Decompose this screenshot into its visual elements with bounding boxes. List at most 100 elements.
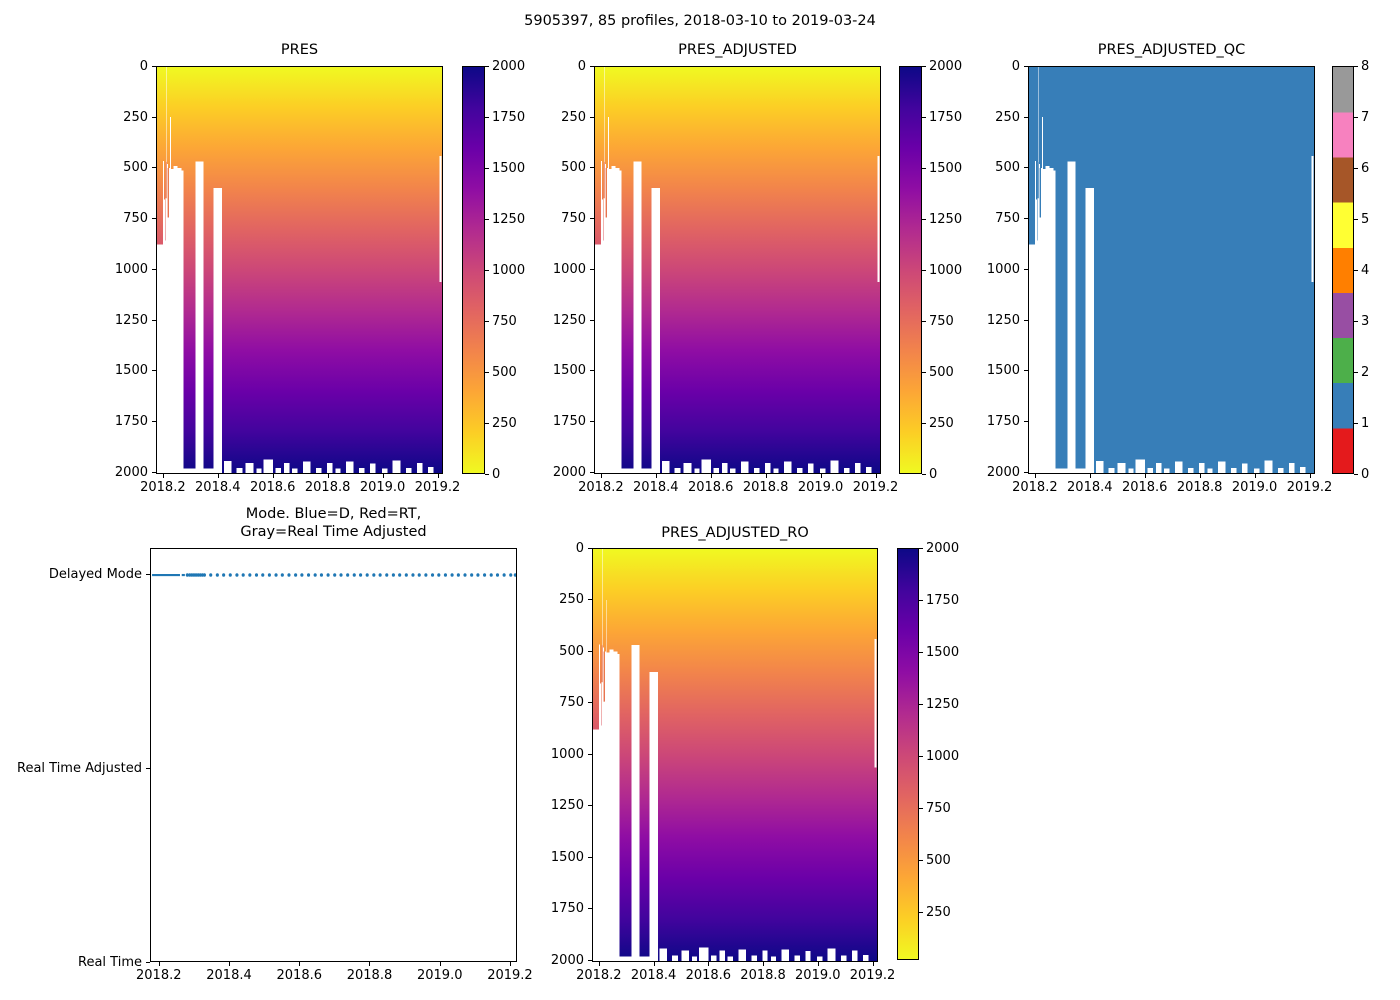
pres-adjusted-cb-tick-label: 2000 bbox=[929, 59, 963, 74]
gap-bottom-notch bbox=[370, 463, 376, 473]
mode-x-tick bbox=[510, 962, 511, 966]
gap-bottom-notch bbox=[817, 956, 823, 961]
mode-dot bbox=[437, 573, 441, 577]
pres-adjusted-ro-x-tick-label: 2018.4 bbox=[630, 968, 677, 983]
pres-adjusted-y-tick bbox=[590, 421, 594, 422]
pres-cb-tick-label: 1750 bbox=[492, 110, 526, 125]
gap-right-sliver bbox=[439, 155, 442, 283]
pres-adjusted-qc-y-tick bbox=[1024, 320, 1028, 321]
pres-adjusted-cb-tick bbox=[922, 168, 926, 169]
pres-adjusted-qc-cb-tick-label: 5 bbox=[1361, 212, 1370, 227]
gap-bottom-notch bbox=[692, 956, 698, 961]
pres-adjusted-qc-cb-tick bbox=[1354, 372, 1358, 373]
pres-y-tick bbox=[152, 218, 156, 219]
pres-adjusted-x-tick-label: 2019.2 bbox=[852, 480, 899, 495]
mode-dot bbox=[378, 573, 382, 577]
pres-y-tick-label: 2000 bbox=[114, 464, 148, 480]
pres-cb-tick-label: 2000 bbox=[492, 59, 526, 74]
pres-y-tick bbox=[152, 117, 156, 118]
gap-bottom-notch bbox=[730, 468, 736, 473]
pres-adjusted-qc-cb-tick bbox=[1354, 321, 1358, 322]
mode-dot bbox=[319, 573, 324, 577]
pres-x-tick bbox=[328, 474, 329, 478]
pres-x-tick bbox=[383, 474, 384, 478]
gap-bottom-notch bbox=[1117, 462, 1126, 473]
pres-adjusted-x-tick-label: 2018.4 bbox=[633, 480, 679, 495]
mode-dot bbox=[294, 573, 298, 577]
gap-bottom-notch bbox=[1231, 467, 1237, 473]
gap-bottom-notch bbox=[727, 956, 733, 961]
pres-y-tick bbox=[152, 320, 156, 321]
pres-adjusted-ro-cb-tick bbox=[919, 860, 923, 861]
gap-shallow-column bbox=[633, 161, 642, 473]
mode-dot bbox=[424, 573, 428, 577]
pres-adjusted-qc-cb-tick-label: 8 bbox=[1361, 59, 1370, 74]
gap-shallow-column bbox=[649, 671, 658, 961]
gap-bottom-notch bbox=[701, 459, 711, 473]
gap-bottom-notch bbox=[1188, 467, 1194, 473]
gap-bottom-notch bbox=[852, 950, 858, 961]
pres-adjusted-qc-x-tick bbox=[1090, 474, 1091, 478]
mode-dot bbox=[202, 573, 207, 577]
gap-right-sliver bbox=[877, 155, 880, 283]
pres-adjusted-ro-x-tick bbox=[708, 962, 709, 966]
mode-dot bbox=[287, 573, 291, 577]
pres-adjusted-y-tick bbox=[590, 472, 594, 473]
pres-x-tick-label: 2018.4 bbox=[195, 480, 241, 495]
gap-bottom-notch bbox=[1108, 467, 1115, 473]
pres-adjusted-ro-cb-tick bbox=[919, 600, 923, 601]
pres-cb-tick-label: 750 bbox=[492, 314, 517, 329]
mode-dot bbox=[339, 573, 343, 577]
pres-adjusted-ro-x-tick-label: 2018.8 bbox=[740, 968, 786, 983]
pres-adjusted-ro-x-tick bbox=[873, 962, 874, 966]
pres-adjusted-ro-y-tick bbox=[588, 599, 592, 600]
mode-dot bbox=[261, 573, 265, 577]
pres-x-tick bbox=[273, 474, 274, 478]
pres-cb-tick-label: 500 bbox=[492, 365, 517, 380]
mode-dot bbox=[495, 573, 500, 577]
gap-bottom-notch bbox=[359, 467, 365, 473]
gap-bottom-notch bbox=[335, 468, 341, 473]
mode-dot bbox=[470, 573, 474, 577]
mode-x-tick bbox=[440, 962, 441, 966]
pres-adjusted-qc-cb-tick-label: 6 bbox=[1361, 161, 1370, 176]
pres-x-tick bbox=[218, 474, 219, 478]
pres-adjusted-ro-y-tick-label: 1000 bbox=[550, 746, 584, 762]
pres-x-tick-label: 2019.2 bbox=[414, 480, 461, 495]
pres-adjusted-y-tick bbox=[590, 370, 594, 371]
gap-bottom-notch bbox=[392, 460, 401, 473]
gap-shallow-column bbox=[651, 188, 661, 473]
pres-adjusted-qc-x-tick bbox=[1145, 474, 1146, 478]
pres-adjusted-qc-y-tick-label: 0 bbox=[1011, 59, 1020, 74]
pres-y-tick bbox=[152, 66, 156, 67]
pres-cb-tick bbox=[485, 372, 489, 373]
pres-adjusted-x-tick bbox=[876, 474, 877, 478]
gap-bottom-notch bbox=[784, 461, 792, 473]
mode-dot bbox=[359, 573, 363, 577]
pres-adjusted-qc-x-tick-label: 2018.2 bbox=[1012, 480, 1058, 495]
pres-adjusted-cb-tick-label: 500 bbox=[929, 365, 954, 380]
mode-dot bbox=[274, 573, 278, 577]
pres-adjusted-ro-title: PRES_ADJUSTED_RO bbox=[661, 525, 809, 541]
pres-adjusted-y-tick-label: 2000 bbox=[552, 464, 586, 480]
pres-adjusted-ro-plot-area bbox=[592, 548, 878, 962]
pres-adjusted-ro-x-tick-label: 2018.2 bbox=[576, 968, 622, 983]
pres-adjusted-cb-tick-label: 750 bbox=[929, 314, 954, 329]
mode-dot bbox=[300, 573, 304, 577]
gap-bottom-notch bbox=[245, 462, 254, 473]
pres-adjusted-qc-y-tick bbox=[1024, 117, 1028, 118]
gap-shallow-column bbox=[1067, 161, 1076, 473]
mode-dot bbox=[215, 573, 219, 577]
pres-adjusted-ro-cb-tick-label: 1750 bbox=[926, 592, 960, 608]
pres-adjusted-cb-tick bbox=[922, 321, 926, 322]
pres-y-tick bbox=[152, 269, 156, 270]
gap-bottom-notch bbox=[805, 951, 811, 961]
pres-adjusted-qc-x-tick-label: 2019.0 bbox=[1231, 480, 1278, 495]
gap-bottom-notch bbox=[326, 462, 333, 473]
pres-adjusted-ro-y-tick bbox=[588, 960, 592, 961]
pres-adjusted-qc-y-tick-label: 750 bbox=[995, 211, 1020, 227]
pres-adjusted-ro-cb-tick bbox=[919, 912, 923, 913]
mode-y-tick bbox=[146, 962, 150, 963]
pres-adjusted-ro-y-tick-label: 1500 bbox=[550, 849, 584, 865]
